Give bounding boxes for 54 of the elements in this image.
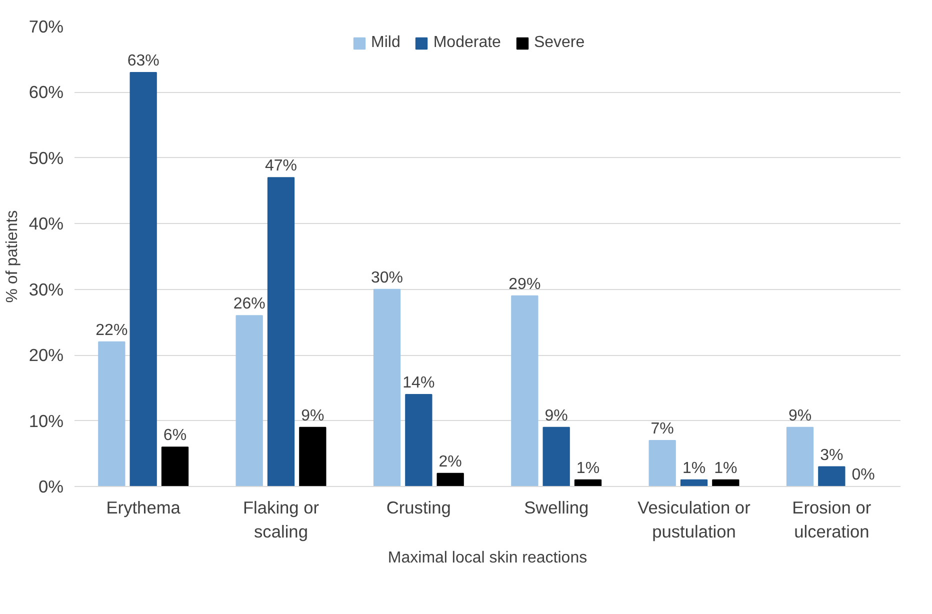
data-label: 9% [544, 407, 568, 424]
y-axis-title: % of patients [4, 210, 21, 303]
data-label: 26% [233, 296, 266, 313]
bar [712, 479, 740, 486]
bar [299, 426, 326, 486]
bar [574, 479, 602, 486]
bar [405, 394, 432, 486]
x-tick-label: Vesiculation or pustulation [638, 498, 751, 542]
y-tick-label: 70% [28, 16, 64, 36]
data-label: 63% [127, 52, 160, 70]
data-label: 1% [682, 460, 706, 477]
bar [436, 472, 464, 486]
data-label: 29% [508, 276, 541, 293]
bar [236, 315, 263, 486]
data-label: 2% [438, 453, 462, 470]
bar [511, 295, 538, 486]
bar [161, 446, 189, 486]
x-tick-label: Erythema [106, 498, 181, 518]
legend-label: Mild [371, 34, 400, 52]
bar [98, 341, 126, 486]
bar [130, 72, 157, 486]
y-tick-label: 20% [28, 345, 64, 366]
bar [267, 177, 295, 486]
data-label: 30% [370, 269, 404, 286]
data-label: 14% [402, 374, 435, 392]
y-tick-label: 0% [38, 476, 64, 496]
bar [542, 426, 570, 486]
bar [648, 440, 676, 486]
data-label: 1% [714, 460, 738, 477]
data-label: 0% [852, 466, 875, 484]
data-label: 22% [96, 322, 128, 339]
data-label: 9% [301, 407, 324, 424]
data-label: 6% [163, 427, 187, 444]
data-label: 1% [576, 460, 600, 477]
x-tick-label: Crusting [386, 498, 451, 518]
y-tick-label: 10% [28, 410, 64, 431]
data-label: 7% [650, 420, 674, 438]
x-tick-label: Flaking or scaling [242, 498, 320, 542]
legend-label: Moderate [433, 34, 501, 52]
x-axis-title: Maximal local skin reactions [388, 550, 588, 566]
legend-label: Severe [534, 34, 585, 52]
data-label: 9% [788, 407, 812, 424]
y-tick-label: 30% [28, 279, 64, 300]
bar [373, 288, 401, 486]
x-tick-label: Erosion or ulceration [792, 498, 872, 542]
y-tick-label: 60% [28, 82, 64, 102]
y-tick-label: 50% [28, 148, 64, 168]
bar [786, 426, 814, 486]
y-tick-label: 40% [28, 214, 64, 234]
x-tick-label: Swelling [524, 498, 589, 518]
data-label: 3% [820, 446, 844, 464]
data-label: 47% [264, 158, 298, 175]
bar [680, 479, 708, 486]
bar [818, 466, 846, 486]
